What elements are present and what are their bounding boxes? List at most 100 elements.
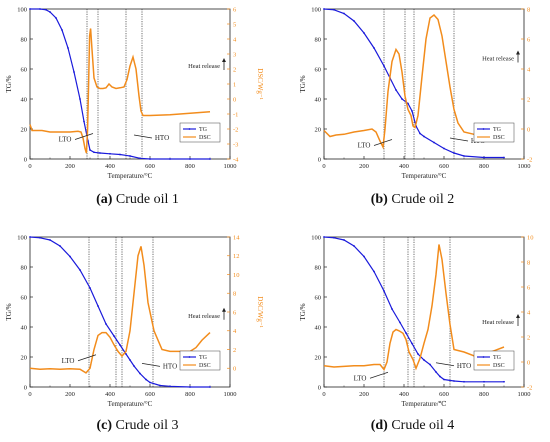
- tg-point: [463, 380, 465, 383]
- y2-tick-label: 2: [527, 334, 530, 341]
- y2-tick-label: 4: [527, 309, 531, 316]
- caption-b-name: Crude oil 2: [391, 192, 455, 207]
- x-tick-label: 200: [359, 163, 369, 170]
- y2-tick-label: 2: [233, 347, 236, 354]
- tg-point: [129, 155, 131, 157]
- tg-point: [45, 8, 47, 11]
- tg-point: [353, 245, 355, 247]
- tg-point: [363, 32, 365, 34]
- y2-tick-label: 10: [527, 234, 534, 241]
- tg-point: [411, 342, 413, 345]
- hto-label: HTO: [457, 362, 471, 370]
- y-tick-label: 80: [21, 264, 28, 271]
- tg-point: [159, 384, 161, 387]
- tg-point: [423, 135, 425, 138]
- caption-b: (b) Crude oil 2: [275, 192, 550, 208]
- hto-pointer: [449, 137, 469, 142]
- tg-point: [49, 11, 51, 13]
- legend-label-dsc: DSC: [493, 363, 505, 369]
- tg-point: [29, 8, 31, 10]
- tg-point: [119, 153, 121, 156]
- x-tick-label: 0: [28, 163, 31, 170]
- tg-point: [89, 149, 91, 151]
- x-tick-label: 0: [28, 391, 31, 398]
- lto-pointer: [373, 139, 393, 146]
- x-tick-label: 400: [399, 163, 409, 170]
- lto-pointer: [74, 133, 94, 140]
- tg-point: [139, 157, 141, 160]
- tg-point: [401, 98, 403, 100]
- tg-point: [119, 344, 121, 346]
- chart-panel-1: 0 200 400 600 800 1000 0 20 40 60 80 100 -4 -3 -2 -1 0 1 2…: [5, 6, 264, 180]
- tg-point: [429, 363, 431, 366]
- tg-point: [395, 89, 397, 91]
- series-line-dsc: [323, 13, 505, 150]
- tg-point: [363, 255, 365, 258]
- tg-point: [113, 335, 115, 337]
- heat-release-label: Heat release: [482, 56, 514, 63]
- caption-b-letter: (b): [370, 192, 388, 207]
- tg-point: [405, 332, 407, 334]
- y-tick-label: 100: [311, 234, 321, 241]
- legend-label-dsc: DSC: [493, 135, 505, 141]
- y2-tick-label: -2: [527, 384, 532, 391]
- caption-a-name: Crude oil 1: [115, 192, 179, 207]
- tg-point: [55, 17, 57, 19]
- tg-point: [453, 152, 455, 154]
- heat-release-label: Heat release: [482, 319, 514, 326]
- y2-tick-label: 4: [527, 66, 531, 73]
- chart-panel-3: 0 200 400 600 800 100002040608010002468101214…: [5, 234, 264, 408]
- tg-point: [169, 385, 171, 388]
- hto-pointer: [141, 363, 161, 367]
- legend-marker: [188, 128, 191, 130]
- chart-panel-2: 0 200 400 600 800 1000 0 20 40 60 80 100 -2 0 2 4 6 8 Temp…: [299, 6, 532, 180]
- y-tick-label: 0: [24, 384, 27, 391]
- y2-tick-label: 6: [527, 36, 531, 43]
- y-tick-label: 60: [315, 66, 322, 73]
- tg-point: [343, 239, 345, 241]
- tg-point: [39, 236, 41, 239]
- lto-label: LTO: [354, 374, 367, 382]
- tg-point: [61, 29, 63, 31]
- tg-point: [83, 120, 85, 123]
- tg-point: [411, 110, 413, 112]
- x-tick-label: 0: [322, 163, 325, 170]
- y-axis-label: TG/%: [5, 303, 13, 320]
- tg-point: [129, 359, 131, 361]
- y-axis-label: TG/%: [5, 75, 13, 92]
- series-line-dsc: [29, 246, 211, 374]
- x-tick-label: 1000: [224, 163, 237, 170]
- tg-point: [439, 375, 441, 378]
- tg-point: [209, 158, 211, 160]
- tg-point: [333, 236, 335, 239]
- legend-label-dsc: DSC: [199, 363, 211, 369]
- heat-release-arrowhead: [516, 314, 520, 318]
- tg-point: [383, 290, 385, 292]
- legend-label-tg: TG: [199, 355, 208, 361]
- y-tick-label: 0: [24, 156, 27, 163]
- y2-tick-label: 14: [233, 234, 240, 241]
- tg-point: [99, 152, 101, 154]
- lto-label: LTO: [358, 142, 371, 150]
- tg-point: [93, 151, 95, 154]
- y-tick-label: 60: [21, 294, 28, 301]
- x-tick-label: 400: [105, 163, 115, 170]
- y2-tick-label: 6: [233, 309, 237, 316]
- y-tick-label: 80: [21, 36, 28, 43]
- x-tick-label: 200: [359, 391, 369, 398]
- tg-point: [503, 156, 505, 159]
- legend-label-tg: TG: [493, 127, 502, 133]
- tg-point: [209, 386, 211, 388]
- y2-tick-label: 4: [233, 328, 237, 335]
- x-axis-label: Temperature/°C: [108, 400, 153, 408]
- tg-point: [149, 381, 151, 384]
- y2-tick-label: 2: [233, 66, 236, 73]
- heat-release-label: Heat release: [188, 63, 220, 70]
- tg-point: [373, 270, 375, 273]
- x-axis-label: Temperature/℃: [401, 400, 446, 408]
- x-tick-label: 200: [65, 391, 75, 398]
- y2-tick-label: -4: [233, 156, 239, 163]
- y2-tick-label: 10: [233, 272, 240, 279]
- tg-point: [169, 158, 171, 160]
